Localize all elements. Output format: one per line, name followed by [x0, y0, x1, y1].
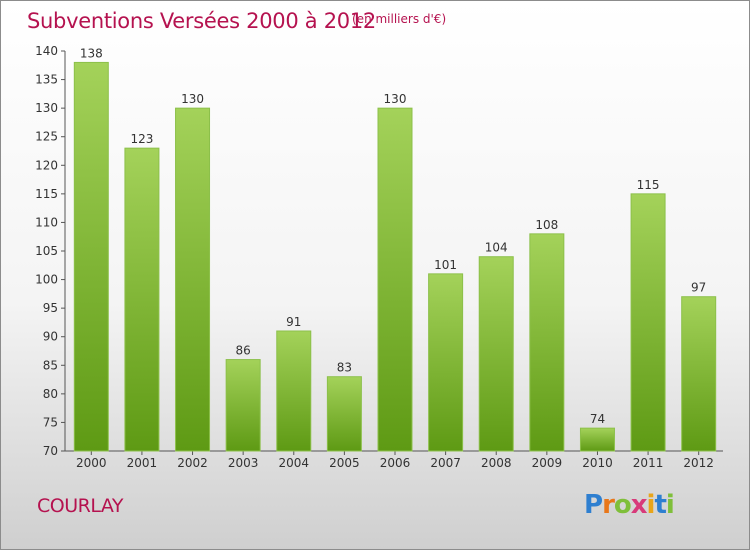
y-tick-label: 90 — [43, 330, 58, 344]
x-tick-label-2003: 2003 — [228, 456, 259, 470]
x-tick-label-2000: 2000 — [76, 456, 107, 470]
chart-axes: 70 75 80 85 90 95 100 105 110 115 120 125 130 135 140 — [35, 44, 723, 458]
x-tick-label-2010: 2010 — [582, 456, 613, 470]
chart-labels: 138 2000 123 2001 130 2002 86 2003 91 2004 83 2005 1… — [76, 46, 714, 470]
y-tick-label: 135 — [35, 73, 58, 87]
data-label-2004: 91 — [286, 315, 301, 329]
y-tick-label: 95 — [43, 301, 58, 315]
chart-bars — [73, 61, 717, 452]
bar-2010 — [579, 427, 615, 452]
x-tick-label-2012: 2012 — [683, 456, 714, 470]
data-label-2011: 115 — [637, 178, 660, 192]
y-tick-label: 125 — [35, 130, 58, 144]
bar-2002 — [175, 107, 211, 452]
logo-letter: x — [630, 490, 648, 520]
bar-2004 — [276, 330, 312, 452]
bar-2003 — [225, 359, 261, 452]
data-label-2002: 130 — [181, 92, 204, 106]
x-tick-label-2008: 2008 — [481, 456, 512, 470]
y-tick-label: 120 — [35, 158, 58, 172]
data-label-2012: 97 — [691, 281, 706, 295]
x-tick-label-2007: 2007 — [430, 456, 461, 470]
x-tick-label-2006: 2006 — [380, 456, 411, 470]
data-label-2005: 83 — [337, 361, 352, 375]
data-label-2009: 108 — [535, 218, 558, 232]
logo-letter: i — [665, 490, 675, 520]
bar-2011 — [630, 193, 666, 452]
x-tick-label-2011: 2011 — [633, 456, 664, 470]
y-tick-label: 75 — [43, 415, 58, 429]
bar-2008 — [478, 256, 514, 452]
y-tick-label: 140 — [35, 44, 58, 58]
x-tick-label-2001: 2001 — [127, 456, 158, 470]
y-tick-label: 110 — [35, 215, 58, 229]
x-tick-label-2005: 2005 — [329, 456, 360, 470]
x-tick-label-2009: 2009 — [532, 456, 563, 470]
bar-2012 — [681, 296, 717, 452]
data-label-2000: 138 — [80, 46, 103, 60]
bar-2009 — [529, 233, 565, 452]
y-tick-label: 70 — [43, 444, 58, 458]
bar-2007 — [428, 273, 464, 452]
data-label-2010: 74 — [590, 412, 605, 426]
x-tick-label-2002: 2002 — [177, 456, 208, 470]
bar-2006 — [377, 107, 413, 452]
y-tick-label: 80 — [43, 387, 58, 401]
y-tick-label: 105 — [35, 244, 58, 258]
data-label-2001: 123 — [130, 132, 153, 146]
x-tick-label-2004: 2004 — [278, 456, 309, 470]
data-label-2003: 86 — [236, 344, 251, 358]
data-label-2007: 101 — [434, 258, 457, 272]
logo-letter: t — [654, 490, 666, 520]
chart-title: Subventions Versées 2000 à 2012 — [27, 9, 376, 33]
brand-logo: Proxiti — [584, 490, 675, 520]
chart-subtitle: (en milliers d'€) — [352, 12, 447, 26]
bar-2005 — [326, 376, 362, 452]
y-tick-label: 115 — [35, 187, 58, 201]
bar-2000 — [73, 61, 109, 452]
data-label-2008: 104 — [485, 241, 508, 255]
logo-letter: r — [602, 490, 615, 520]
logo-letter: P — [584, 490, 603, 520]
logo-letter: o — [613, 490, 632, 520]
logo-letter: i — [646, 490, 656, 520]
data-label-2006: 130 — [384, 92, 407, 106]
y-tick-label: 130 — [35, 101, 58, 115]
y-tick-label: 85 — [43, 358, 58, 372]
bar-2001 — [124, 147, 160, 452]
place-name: COURLAY — [37, 495, 123, 517]
y-tick-label: 100 — [35, 273, 58, 287]
